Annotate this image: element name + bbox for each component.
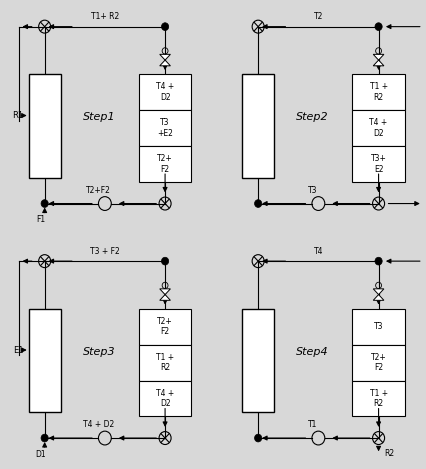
Text: T2+F2: T2+F2	[86, 186, 111, 195]
Text: T1 +
R2: T1 + R2	[155, 353, 174, 372]
Polygon shape	[159, 295, 170, 300]
Bar	[139, 309, 191, 345]
Text: T1+ R2: T1+ R2	[91, 12, 119, 21]
Circle shape	[374, 23, 381, 30]
Bar	[29, 74, 60, 178]
Text: T4 +
D2: T4 + D2	[155, 389, 174, 408]
Bar	[352, 74, 404, 110]
Circle shape	[254, 200, 261, 207]
Text: T3: T3	[307, 186, 317, 195]
Text: T3 + F2: T3 + F2	[90, 247, 119, 256]
Bar	[139, 74, 191, 110]
Polygon shape	[159, 60, 170, 66]
Polygon shape	[159, 289, 170, 295]
Circle shape	[374, 257, 381, 265]
Text: R2: R2	[384, 449, 394, 458]
Text: E1: E1	[13, 346, 23, 355]
Polygon shape	[372, 295, 383, 300]
Text: T3: T3	[373, 322, 383, 331]
Text: T1 +
R2: T1 + R2	[368, 83, 387, 102]
Text: T1: T1	[307, 420, 316, 430]
Polygon shape	[372, 54, 383, 60]
Polygon shape	[372, 289, 383, 295]
Circle shape	[161, 257, 168, 265]
Circle shape	[41, 200, 48, 207]
Text: Step3: Step3	[82, 347, 115, 357]
Text: T4 +
D2: T4 + D2	[368, 118, 387, 138]
Text: T2+
F2: T2+ F2	[370, 353, 386, 372]
Polygon shape	[159, 54, 170, 60]
Text: F1: F1	[36, 215, 45, 224]
Bar	[242, 309, 273, 412]
Circle shape	[254, 434, 261, 442]
Text: T3+
E2: T3+ E2	[370, 154, 386, 174]
Bar	[352, 146, 404, 182]
Text: T4 +
D2: T4 + D2	[155, 83, 174, 102]
Circle shape	[41, 434, 48, 442]
Text: Step1: Step1	[82, 112, 115, 122]
Text: T2+
F2: T2+ F2	[157, 154, 173, 174]
Text: T2+
F2: T2+ F2	[157, 317, 173, 336]
Bar	[139, 146, 191, 182]
Bar	[352, 345, 404, 380]
Text: T4 + D2: T4 + D2	[83, 420, 114, 430]
Text: T4: T4	[313, 247, 322, 256]
Bar	[242, 74, 273, 178]
Text: T2: T2	[313, 12, 322, 21]
Text: Step2: Step2	[295, 112, 328, 122]
Text: D1: D1	[35, 450, 46, 459]
Text: R1: R1	[12, 111, 23, 120]
Bar	[139, 380, 191, 416]
Text: T3
+E2: T3 +E2	[157, 118, 173, 138]
Bar	[352, 380, 404, 416]
Text: T1 +
R2: T1 + R2	[368, 389, 387, 408]
Text: Step4: Step4	[295, 347, 328, 357]
Bar	[139, 345, 191, 380]
Polygon shape	[372, 60, 383, 66]
Bar	[352, 110, 404, 146]
Circle shape	[161, 23, 168, 30]
Bar	[29, 309, 60, 412]
Bar	[139, 110, 191, 146]
Bar	[352, 309, 404, 345]
